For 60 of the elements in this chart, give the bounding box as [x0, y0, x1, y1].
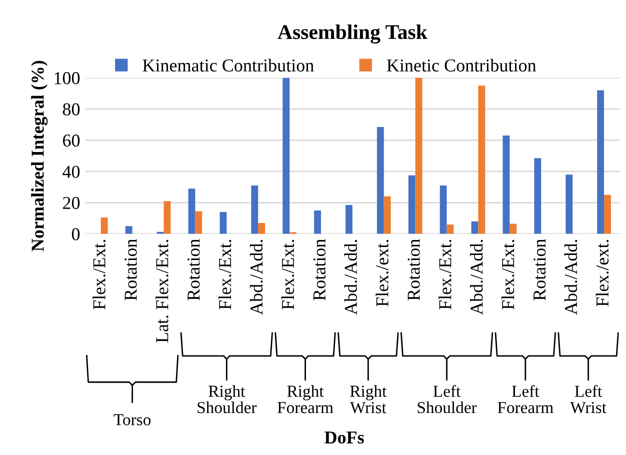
x-tick-label: Abd./Add.: [470, 240, 483, 315]
text: Left Wrist: [570, 384, 606, 414]
text: Right Forearm: [278, 385, 334, 414]
x-tick-label: Flex./ext.: [376, 240, 388, 306]
bar: [314, 210, 321, 234]
text: Torso: [114, 414, 151, 426]
bar: [251, 185, 258, 234]
bar: [408, 175, 416, 234]
bar: [510, 224, 517, 234]
y-tick-label: 0: [72, 228, 80, 240]
bar: [384, 196, 391, 234]
x-tick-label: Flex./ext.: [596, 240, 609, 306]
x-tick-label: Abd./Add.: [344, 240, 358, 315]
x-tick-label: Flex./Ext.: [281, 240, 294, 310]
x-tick-label: Flex./Ext.: [218, 240, 232, 310]
y-tick-label: 100: [54, 72, 80, 84]
bar: [376, 126, 384, 234]
x-tick-label: Lat. Flex./Ext.: [156, 240, 168, 343]
bar: [534, 158, 542, 234]
x-tick-label: Abd./Add.: [250, 240, 263, 315]
x-axis-title: DoFs: [324, 432, 364, 444]
text: Left Forearm: [498, 384, 554, 414]
chart-title: Assembling Task: [278, 24, 428, 44]
text: Right Shoulder: [198, 385, 257, 414]
x-tick-label: Abd./Add.: [564, 240, 578, 315]
bar: [446, 224, 454, 234]
x-tick-label: Rotation: [534, 239, 546, 300]
bar: [100, 217, 108, 234]
x-tick-label: Rotation: [124, 239, 137, 300]
bar: [258, 222, 266, 234]
x-tick-label: Rotation: [408, 239, 420, 300]
y-axis-title: Normalized Integral (%): [31, 60, 48, 252]
bar: [471, 221, 478, 234]
bar: [188, 188, 196, 234]
x-tick-label: Rotation: [313, 239, 326, 300]
bar: [164, 201, 171, 234]
bar: [346, 205, 352, 234]
bar: [125, 226, 132, 234]
y-tick-label: 60: [62, 134, 80, 147]
y-tick-label: 40: [62, 166, 80, 178]
legend-label: Kinematic Contribution: [142, 58, 314, 72]
bar: [440, 185, 447, 234]
y-tick-label: 80: [62, 103, 80, 116]
bar: [597, 90, 604, 234]
x-tick-label: Flex./Ext.: [501, 240, 514, 310]
legend-label: Kinetic Contribution: [386, 58, 536, 72]
text: Left Shoulder: [418, 384, 477, 414]
bar: [220, 212, 227, 234]
x-tick-label: Rotation: [188, 239, 200, 300]
bar: [604, 194, 611, 234]
bar: [502, 136, 510, 234]
bar: [566, 174, 573, 234]
bar: [478, 86, 486, 234]
bar: [282, 78, 290, 234]
bar: [415, 78, 422, 234]
text: Right Wrist: [350, 385, 387, 414]
x-tick-label: Flex./Ext.: [438, 240, 452, 310]
y-tick-label: 20: [63, 196, 80, 210]
x-tick-label: Flex./Ext.: [92, 240, 106, 310]
bar: [195, 211, 202, 234]
